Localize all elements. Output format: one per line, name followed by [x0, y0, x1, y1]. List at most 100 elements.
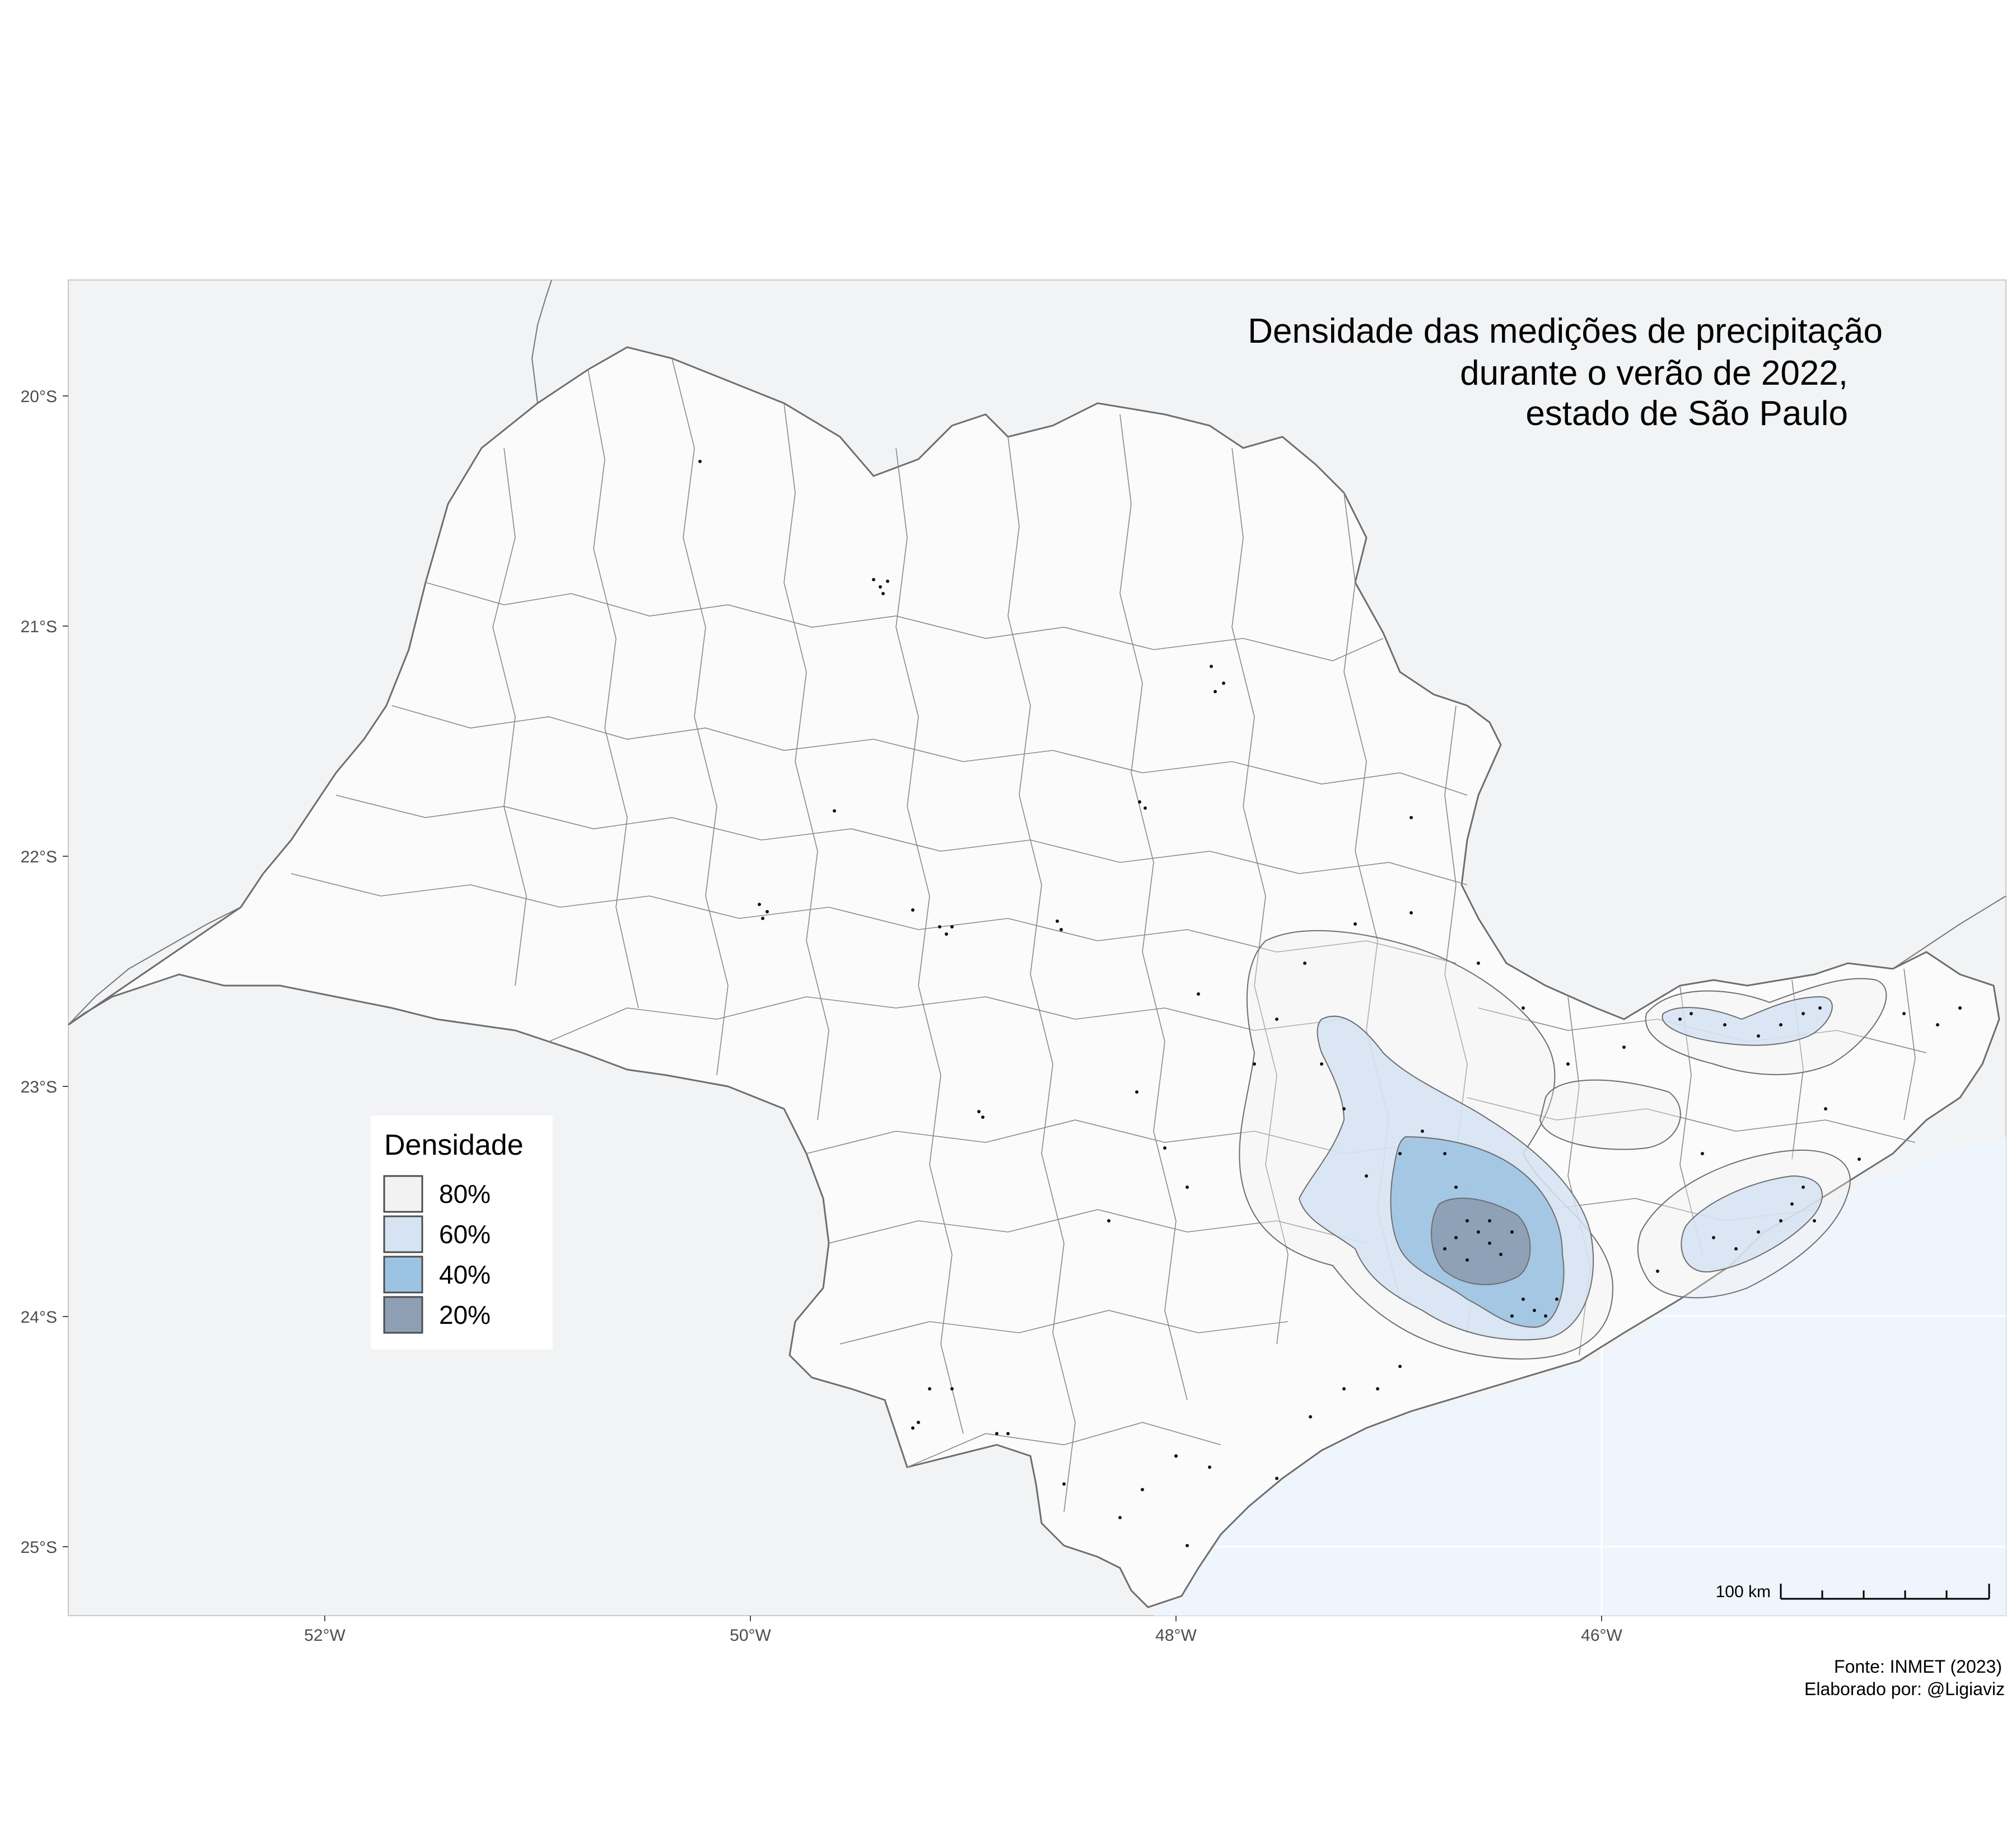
station-point — [1214, 690, 1217, 693]
station-point — [1186, 1186, 1189, 1189]
station-point — [1342, 1107, 1346, 1110]
title-line-2: durante o verão de 2022, — [1460, 354, 1848, 393]
station-point — [1410, 911, 1413, 914]
station-point — [1141, 1488, 1144, 1491]
station-point — [1421, 1130, 1424, 1133]
station-point — [1477, 962, 1480, 965]
station-point — [1701, 1152, 1704, 1155]
station-point — [1818, 1006, 1822, 1010]
station-point — [950, 1387, 954, 1390]
station-point — [1210, 665, 1213, 668]
station-point — [1533, 1309, 1536, 1312]
station-point — [1454, 1186, 1458, 1189]
station-point — [1544, 1314, 1547, 1318]
station-point — [833, 809, 836, 813]
station-point — [911, 908, 914, 912]
station-point — [1443, 1247, 1446, 1250]
station-point — [1275, 1477, 1278, 1480]
station-point — [1723, 1023, 1726, 1026]
station-point — [1376, 1387, 1379, 1390]
station-point — [1678, 1018, 1682, 1021]
station-point — [1790, 1202, 1794, 1206]
station-point — [1510, 1314, 1514, 1318]
station-point — [1056, 920, 1059, 923]
caption-source: Fonte: INMET (2023) — [1834, 1656, 2002, 1677]
station-point — [1135, 1090, 1138, 1094]
station-point — [1510, 1230, 1514, 1234]
title-line-1: Densidade das medições de precipitação — [1248, 312, 1883, 351]
title-line-3: estado de São Paulo — [1525, 394, 1848, 433]
station-point — [1734, 1247, 1738, 1250]
station-point — [1813, 1219, 1816, 1222]
station-point — [1902, 1012, 1906, 1015]
ocean-area — [1154, 1137, 2006, 1616]
x-axis: 52°W 50°W 48°W 46°W — [304, 1616, 1623, 1645]
contour-60-northeast — [1662, 996, 1833, 1046]
station-point — [1779, 1023, 1782, 1026]
station-point — [886, 580, 889, 583]
station-point — [1174, 1454, 1178, 1458]
station-point — [1138, 800, 1141, 804]
neighbour-border-west — [68, 907, 241, 1025]
neighbour-border-northeast — [1892, 895, 2006, 969]
station-point — [1466, 1258, 1469, 1262]
station-point — [1488, 1219, 1491, 1222]
station-point — [977, 1110, 981, 1113]
legend-swatch-20 — [383, 1296, 423, 1334]
station-point — [1477, 1230, 1480, 1234]
station-point — [1958, 1006, 1962, 1010]
scale-bar: 100 km — [1716, 1583, 1990, 1601]
x-tick-label-52w: 52°W — [304, 1626, 346, 1645]
station-point — [1466, 1219, 1469, 1222]
map-title: Densidade das medições de precipitação d… — [1248, 312, 1883, 433]
station-point — [1107, 1219, 1110, 1222]
station-point — [1656, 1270, 1659, 1273]
x-tick-label-48w: 48°W — [1155, 1626, 1197, 1645]
y-tick-label-25s: 25°S — [21, 1538, 57, 1557]
station-point — [1936, 1023, 1939, 1026]
station-point — [1222, 682, 1225, 685]
station-point — [1690, 1012, 1693, 1015]
station-point — [917, 1421, 920, 1424]
caption-author: Elaborado por: @Ligiaviz — [1804, 1679, 2005, 1699]
x-tick-label-50w: 50°W — [730, 1626, 771, 1645]
neighbour-border-northwest — [531, 279, 552, 404]
station-point — [1144, 806, 1147, 810]
station-point — [938, 925, 941, 928]
station-point — [1208, 1466, 1211, 1469]
station-point — [945, 932, 948, 936]
station-point — [1062, 1482, 1066, 1486]
station-point — [1354, 922, 1357, 926]
station-point — [758, 903, 761, 906]
station-point — [1858, 1158, 1861, 1161]
y-tick-label-20s: 20°S — [21, 388, 57, 406]
station-point — [1712, 1236, 1715, 1239]
y-tick-label-24s: 24°S — [21, 1308, 57, 1327]
station-point — [928, 1387, 931, 1390]
station-point — [1566, 1062, 1570, 1066]
legend-label-40: 40% — [439, 1260, 491, 1289]
station-point — [1303, 962, 1306, 965]
legend-label-60: 60% — [439, 1220, 491, 1249]
station-point — [1186, 1544, 1189, 1547]
station-point — [1060, 928, 1063, 931]
station-point — [1757, 1230, 1760, 1234]
density-contours — [1239, 930, 1887, 1360]
station-point — [1342, 1387, 1346, 1390]
station-point — [1118, 1516, 1122, 1519]
station-point — [1275, 1018, 1278, 1021]
station-point — [1802, 1012, 1805, 1015]
station-point — [911, 1426, 914, 1430]
station-point — [1253, 1062, 1256, 1066]
y-tick-label-21s: 21°S — [21, 618, 57, 636]
station-point — [1757, 1034, 1760, 1038]
scale-bar-label: 100 km — [1716, 1583, 1771, 1601]
contour-20-core — [1431, 1197, 1531, 1285]
station-point — [1555, 1298, 1558, 1301]
contour-60-southeast — [1681, 1175, 1823, 1273]
station-points — [698, 460, 1962, 1547]
station-point — [1006, 1432, 1010, 1435]
legend-label-20: 20% — [439, 1300, 491, 1329]
station-point — [879, 585, 882, 589]
